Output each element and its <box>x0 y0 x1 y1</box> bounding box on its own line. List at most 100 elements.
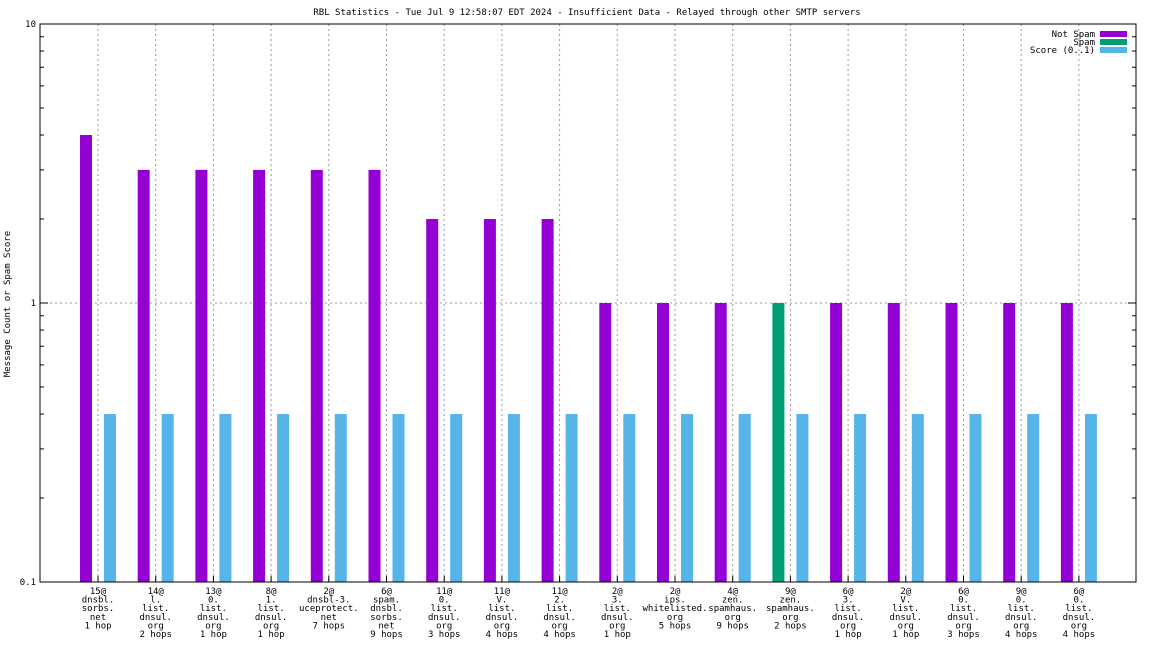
x-tick-label: dnsbl. <box>370 604 403 614</box>
x-tick-label: org <box>263 621 279 631</box>
bar-not-spam <box>945 303 958 582</box>
x-tick-label: 11@ <box>436 587 453 597</box>
legend-swatch <box>1100 31 1127 37</box>
x-tick-label: list. <box>604 604 631 614</box>
x-tick-label: sorbs. <box>370 613 403 623</box>
bar-score-0-1 <box>911 414 924 582</box>
x-tick-label: 3. <box>612 596 623 606</box>
bar-score-0-1 <box>738 414 751 582</box>
x-tick-label: dnsul. <box>947 613 980 623</box>
x-tick-label: org <box>148 621 164 631</box>
x-tick-label: dnsul. <box>486 613 519 623</box>
x-tick-label: 2@ <box>323 587 334 597</box>
x-tick-label: 4 hops <box>1005 630 1038 640</box>
x-tick-label: 13@ <box>205 587 222 597</box>
x-tick-label: net <box>321 613 337 623</box>
bar-score-0-1 <box>623 414 636 582</box>
x-tick-label: org <box>725 613 741 623</box>
x-tick-label: org <box>205 621 221 631</box>
y-tick-label: 0.1 <box>20 578 36 588</box>
x-tick-label: dnsbl-3. <box>307 596 350 606</box>
x-tick-label: 11@ <box>551 587 568 597</box>
x-tick-label: 2. <box>554 596 565 606</box>
x-tick-label: list. <box>892 604 919 614</box>
x-tick-label: org <box>898 621 914 631</box>
x-tick-label: 1 hop <box>835 630 862 640</box>
x-tick-label: list. <box>1008 604 1035 614</box>
bar-spam <box>772 303 785 582</box>
y-axis: 10 1 0.1 <box>20 20 1136 588</box>
x-tick-label: 15@ <box>90 587 107 597</box>
bar-score-0-1 <box>854 414 867 582</box>
x-tick-label: dnsul. <box>255 613 288 623</box>
bar-score-0-1 <box>104 414 116 582</box>
x-tick-label: V. <box>496 596 507 606</box>
bar-not-spam <box>195 169 208 582</box>
x-tick-label: zen. <box>722 596 744 606</box>
bar-score-0-1 <box>277 414 290 582</box>
legend-label: Not Spam <box>1052 30 1095 40</box>
x-tick-label: 1 hop <box>604 630 631 640</box>
x-tick-label: dnsul. <box>197 613 230 623</box>
x-tick-label: 2@ <box>900 587 911 597</box>
x-tick-label: 6@ <box>381 587 392 597</box>
x-tick-label: dnsul. <box>139 613 172 623</box>
bar-score-0-1 <box>219 414 232 582</box>
x-tick-label: 0. <box>958 596 969 606</box>
x-tick-label: list. <box>488 604 515 614</box>
grid-lines <box>40 24 1136 582</box>
x-tick-label: 1 hop <box>892 630 919 640</box>
x-tick-label: 2@ <box>612 587 623 597</box>
legend-swatch <box>1100 47 1127 53</box>
x-tick-label: 9@ <box>785 587 796 597</box>
bar-not-spam <box>310 169 323 582</box>
bar-score-0-1 <box>392 414 405 582</box>
x-tick-label: org <box>1071 621 1087 631</box>
x-tick-label: list. <box>431 604 458 614</box>
chart-title: RBL Statistics - Tue Jul 9 12:58:07 EDT … <box>313 8 860 18</box>
bar-not-spam <box>80 135 92 582</box>
x-tick-label: dnsul. <box>832 613 865 623</box>
x-tick-label: 0. <box>1073 596 1084 606</box>
x-tick-label: list. <box>950 604 977 614</box>
x-tick-label: 1 hop <box>200 630 227 640</box>
x-tick-label: org <box>551 621 567 631</box>
x-tick-label: dnsul. <box>601 613 634 623</box>
bar-not-spam <box>887 303 900 582</box>
x-tick-label: dnsul. <box>543 613 576 623</box>
bar-score-0-1 <box>450 414 463 582</box>
bar-not-spam <box>426 219 439 582</box>
x-tick-label: list. <box>142 604 169 614</box>
bar-score-0-1 <box>1027 414 1040 582</box>
x-tick-label: 5 hops <box>659 621 692 631</box>
x-tick-label: 7 hops <box>313 621 346 631</box>
x-tick-label: 1. <box>266 596 277 606</box>
x-tick-label: 6@ <box>958 587 969 597</box>
x-tick-label: 9@ <box>1016 587 1027 597</box>
bar-score-0-1 <box>681 414 693 582</box>
bar-not-spam <box>368 169 381 582</box>
x-tick-label: 2 hops <box>139 630 172 640</box>
x-tick-label: 3 hops <box>947 630 980 640</box>
bar-not-spam <box>599 303 612 582</box>
x-tick-label: spam. <box>373 596 400 606</box>
x-tick-label: spamhaus. <box>766 604 815 614</box>
x-tick-label: 6@ <box>843 587 854 597</box>
x-tick-label: dnsul. <box>428 613 461 623</box>
y-axis-label: Message Count or Spam Score <box>3 231 13 377</box>
x-tick-label: 0. <box>1016 596 1027 606</box>
x-tick-label: list. <box>835 604 862 614</box>
bar-not-spam <box>830 303 843 582</box>
x-tick-label: ips. <box>664 596 686 606</box>
bar-score-0-1 <box>161 414 174 582</box>
x-tick-label: 1 hop <box>84 621 111 631</box>
x-tick-label: 9 hops <box>370 630 403 640</box>
x-tick-label: 4 hops <box>486 630 519 640</box>
x-tick-label: org <box>667 613 683 623</box>
x-tick-label: dnsul. <box>1063 613 1096 623</box>
x-tick-label: sorbs. <box>82 604 115 614</box>
bar-not-spam <box>714 303 727 582</box>
